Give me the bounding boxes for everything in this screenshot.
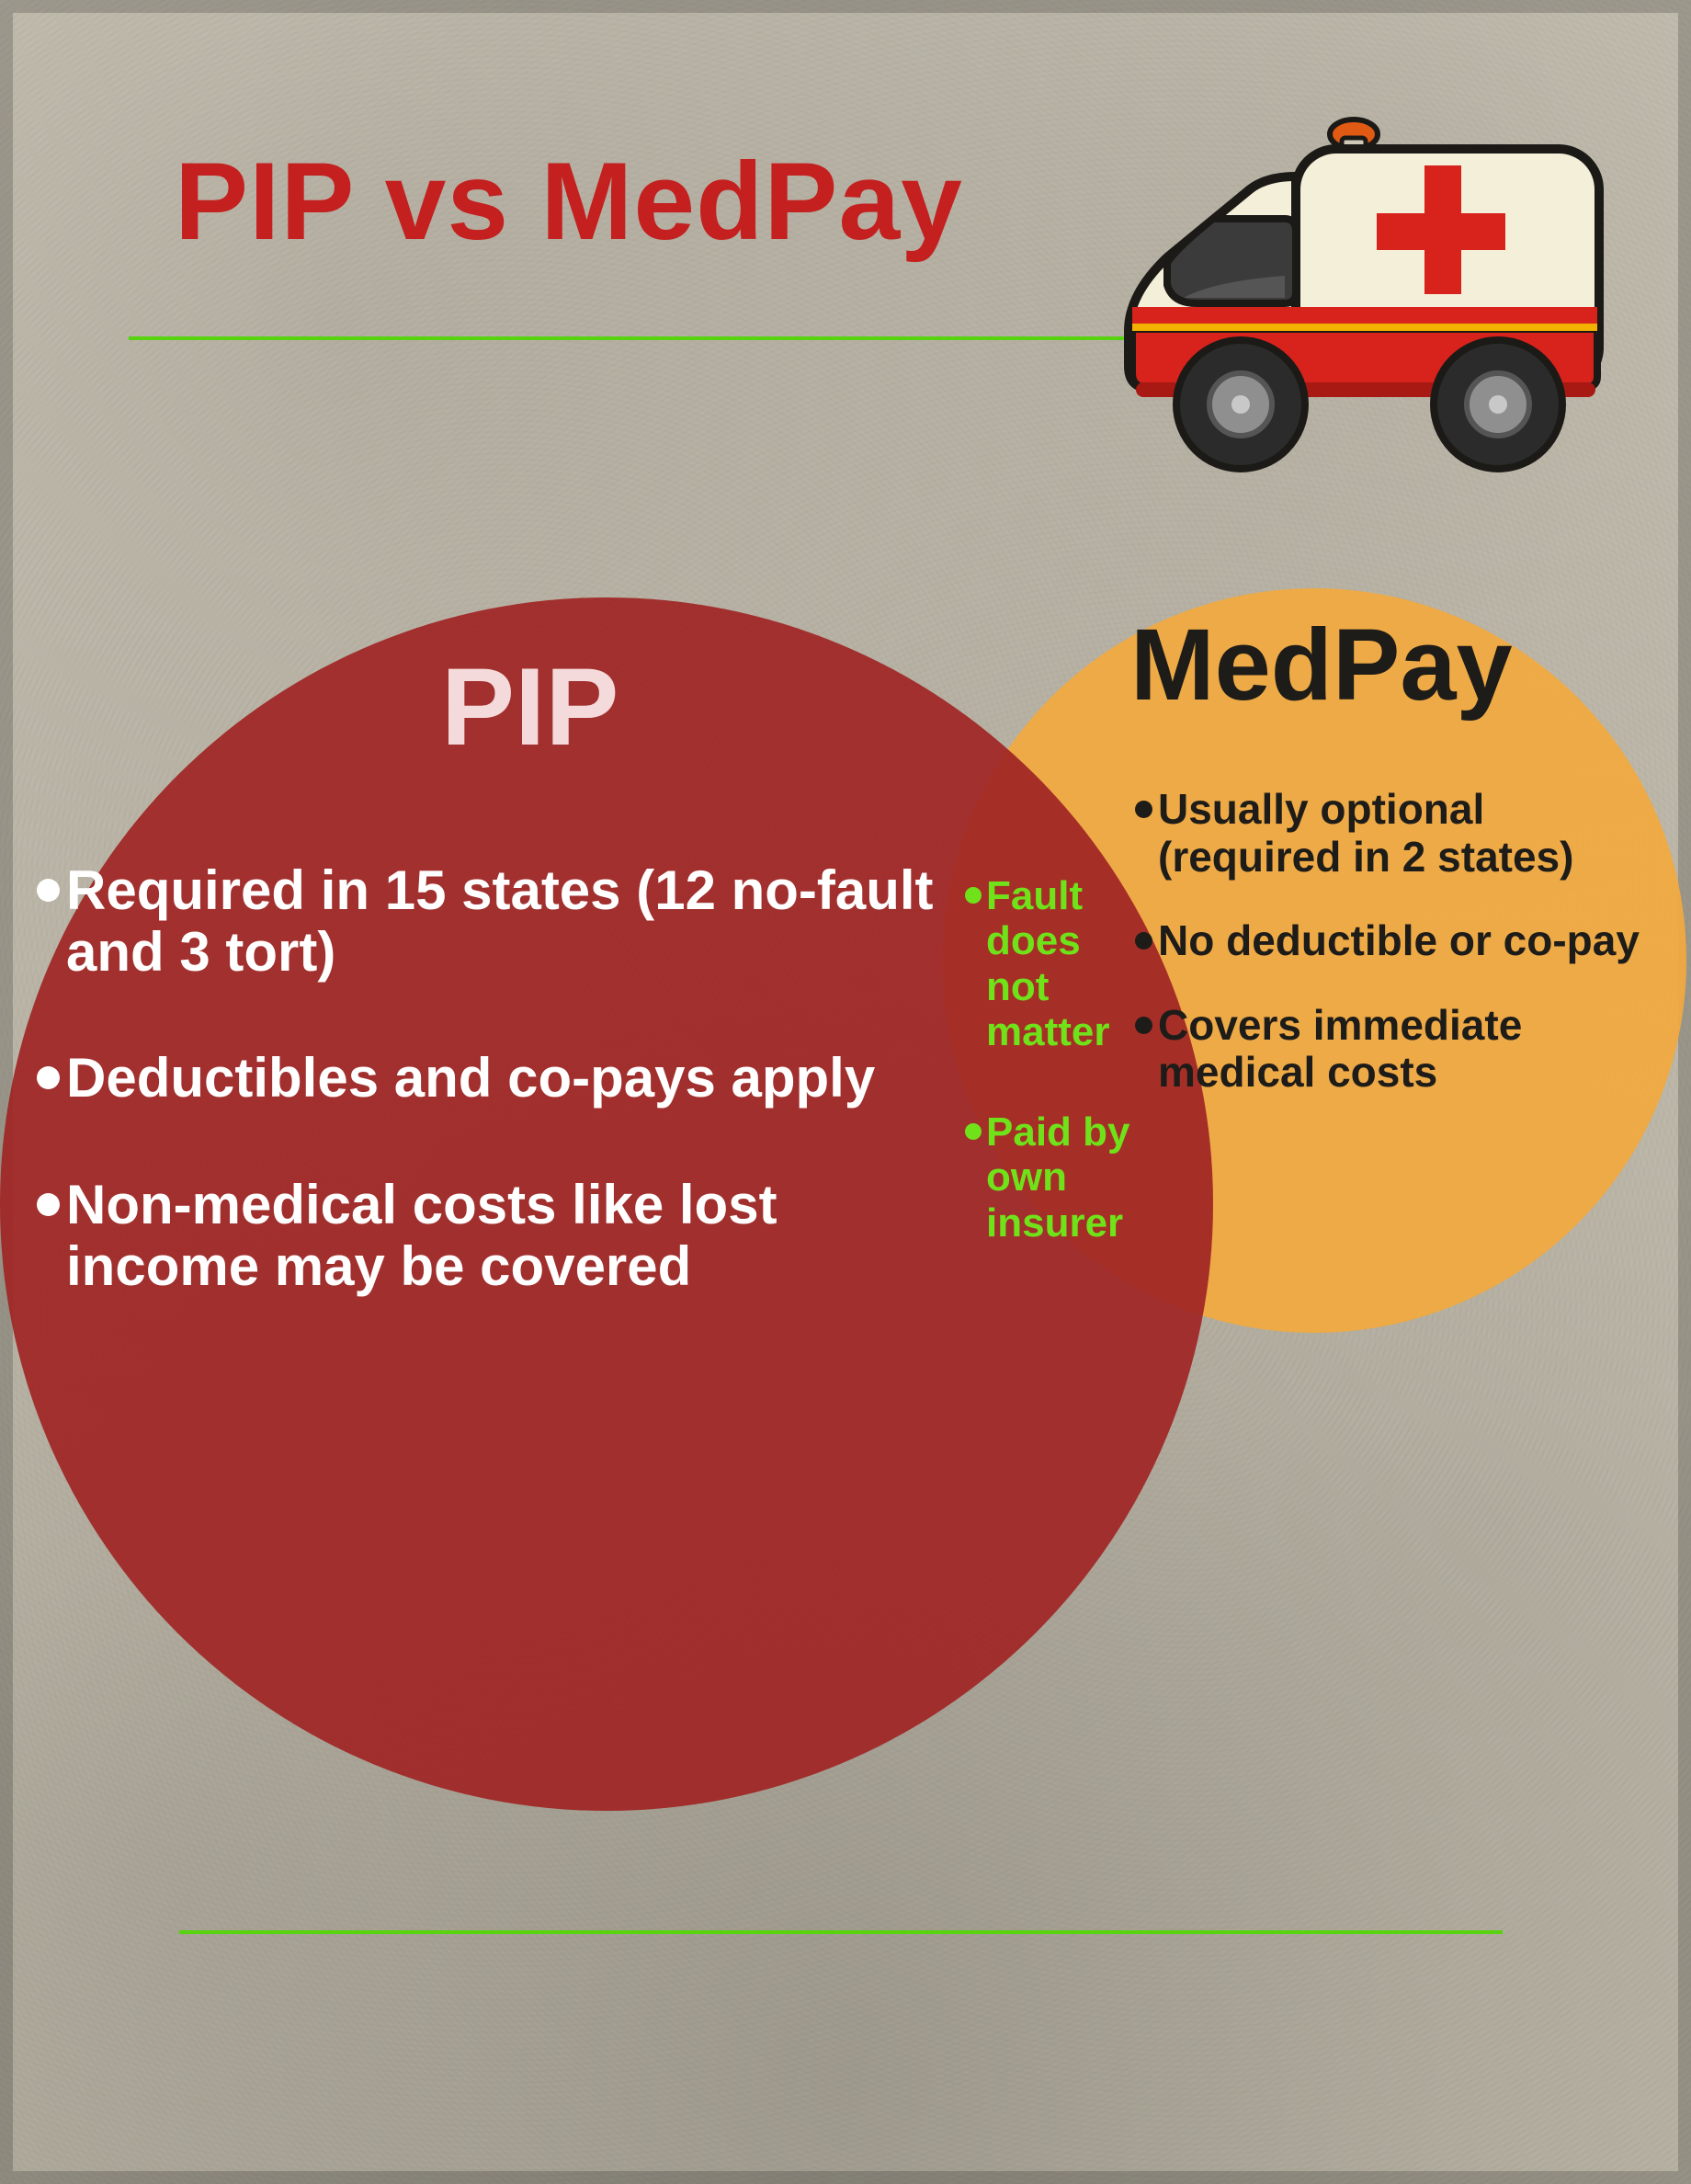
pip-list: Required in 15 states (12 no-fault and 3… (37, 859, 956, 1361)
bullet-icon (965, 887, 982, 904)
bullet-icon (37, 1066, 60, 1089)
list-item-text: Covers immediate medical costs (1158, 1002, 1668, 1097)
list-item-text: Deductibles and co-pays apply (66, 1047, 875, 1109)
list-item: Usually optional (required in 2 states) (1135, 786, 1668, 881)
list-item-text: Paid by own insurer (986, 1109, 1144, 1246)
list-item-text: Usually optional (required in 2 states) (1158, 786, 1668, 881)
bullet-icon (965, 1123, 982, 1140)
list-item: Deductibles and co-pays apply (37, 1047, 956, 1109)
list-item: Required in 15 states (12 no-fault and 3… (37, 859, 956, 983)
overlap-list: Fault does not matter Paid by own insure… (965, 873, 1144, 1301)
bullet-icon (37, 879, 60, 902)
bullet-icon (1135, 801, 1152, 818)
medpay-heading: MedPay (1130, 607, 1513, 723)
medpay-list: Usually optional (required in 2 states) … (1135, 786, 1668, 1133)
list-item-text: Required in 15 states (12 no-fault and 3… (66, 859, 956, 983)
list-item-text: Non-medical costs like lost income may b… (66, 1174, 956, 1297)
list-item: Paid by own insurer (965, 1109, 1144, 1246)
list-item: Fault does not matter (965, 873, 1144, 1054)
list-item: No deductible or co-pay (1135, 917, 1668, 965)
list-item-text: Fault does not matter (986, 873, 1144, 1054)
divider-bottom (179, 1930, 1503, 1934)
list-item: Covers immediate medical costs (1135, 1002, 1668, 1097)
ambulance-icon (1112, 101, 1627, 492)
bullet-icon (37, 1193, 60, 1216)
page-title: PIP vs MedPay (175, 138, 963, 265)
pip-heading: PIP (441, 643, 619, 770)
list-item: Non-medical costs like lost income may b… (37, 1174, 956, 1297)
list-item-text: No deductible or co-pay (1158, 917, 1640, 965)
